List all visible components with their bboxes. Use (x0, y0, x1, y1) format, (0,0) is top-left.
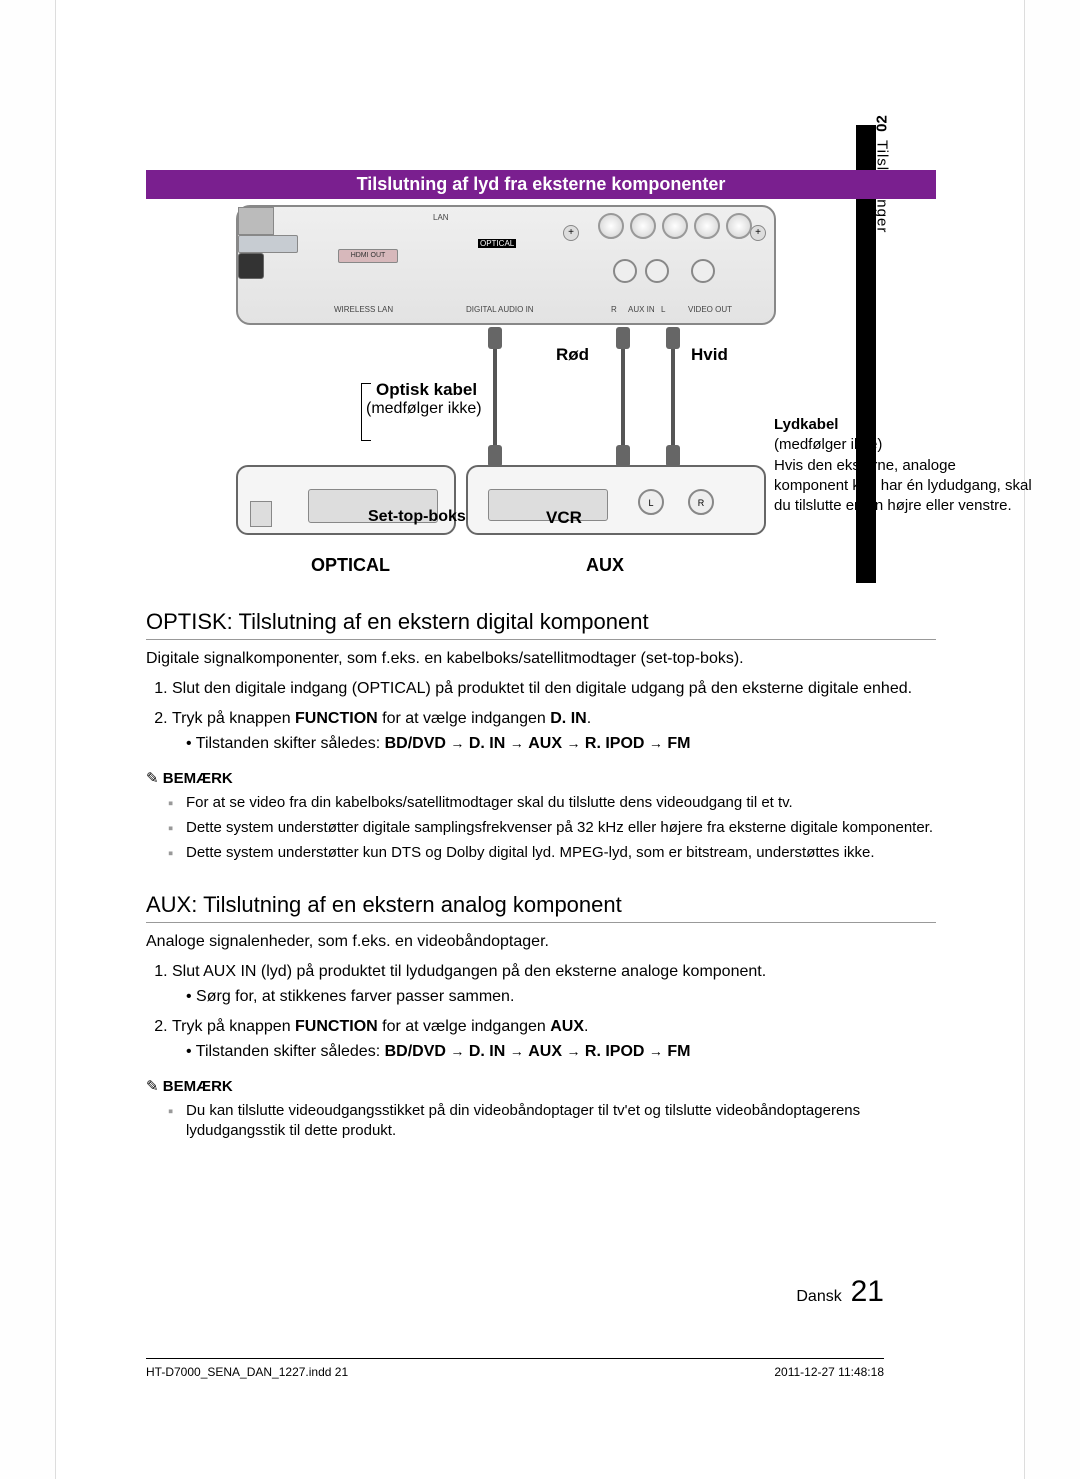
wireless-lan-port (238, 235, 298, 253)
notes-b: Du kan tilslutte videoudgangsstikket på … (168, 1101, 936, 1142)
label-optical-not-included: (medfølger ikke) (366, 400, 482, 418)
note-b1: Du kan tilslutte videoudgangsstikket på … (168, 1101, 936, 1142)
note-a2: Dette system understøtter digitale sampl… (168, 818, 936, 838)
notes-a: For at se video fra din kabelboks/satell… (168, 793, 936, 864)
section-b-lead: Analoge signalenheder, som f.eks. en vid… (146, 933, 936, 951)
label-stb: Set-top-boks (368, 508, 466, 526)
label-audio-cable: Lydkabel (774, 416, 838, 433)
page-number: Dansk 21 (796, 1275, 884, 1309)
section-b-title: AUX: Tilslutning af en ekstern analog ko… (146, 892, 936, 923)
section-b-steps: Slut AUX IN (lyd) på produktet til lydud… (172, 961, 936, 1063)
aux-cable-white (671, 349, 675, 445)
footer-date: 2011-12-27 11:48:18 (774, 1365, 884, 1379)
hdmi-out-port: HDMI OUT (338, 249, 398, 263)
label-aux-big: AUX (586, 555, 624, 576)
label-vcr: VCR (546, 508, 582, 528)
section-banner: Tilslutning af lyd fra eksterne komponen… (146, 170, 936, 199)
section-a-steps: Slut den digitale indgang (OPTICAL) på p… (172, 678, 936, 755)
vcr-rca-r: R (688, 489, 714, 515)
note-a1: For at se video fra din kabelboks/satell… (168, 793, 936, 813)
screw-icon: + (750, 225, 766, 241)
optical-cable (493, 349, 497, 445)
section-a-lead: Digitale signalkomponenter, som f.eks. e… (146, 650, 936, 668)
chapter-number: 02 (874, 110, 891, 138)
manual-page: 02 Tilslutninger Tilslutning af lyd fra … (55, 0, 1025, 1479)
aux-plug-white-top (666, 327, 680, 349)
footer-meta: HT-D7000_SENA_DAN_1227.indd 21 2011-12-2… (146, 1358, 884, 1379)
aux-ports (613, 259, 715, 283)
port-label-digital-audio: DIGITAL AUDIO IN (466, 305, 534, 314)
note-head-a: BEMÆRK (146, 769, 936, 787)
note-head-b: BEMÆRK (146, 1077, 936, 1095)
lan-port (238, 207, 274, 235)
page-content: Tilslutning af lyd fra eksterne komponen… (146, 170, 936, 1146)
step-a2: Tryk på knappen FUNCTION for at vælge in… (172, 708, 936, 755)
connection-diagram: LAN HDMI OUT WIRELESS LAN OPTICAL DIGITA… (146, 205, 936, 595)
port-label-optical: OPTICAL (478, 239, 516, 248)
vcr-box: L R (466, 465, 766, 535)
port-label-video-out: VIDEO OUT (688, 305, 732, 314)
step-b2: Tryk på knappen FUNCTION for at vælge in… (172, 1016, 936, 1063)
aux-plug-red-bottom (616, 445, 630, 467)
step-b2-sub: Tilstanden skifter således: BD/DVD → D. … (186, 1041, 936, 1063)
speaker-terminals (598, 213, 752, 239)
port-label-aux-r: R (611, 305, 617, 314)
audio-cable-note-text: (medfølger ikke) Hvis den eksterne, anal… (774, 436, 1032, 514)
step-a2-sub: Tilstanden skifter således: BD/DVD → D. … (186, 733, 936, 755)
bracket-line (361, 383, 371, 441)
section-a-title: OPTISK: Tilslutning af en ekstern digita… (146, 609, 936, 640)
port-label-wireless: WIRELESS LAN (334, 305, 393, 314)
footer-file: HT-D7000_SENA_DAN_1227.indd 21 (146, 1365, 348, 1379)
label-white: Hvid (691, 345, 728, 365)
port-label-aux-l: L (661, 305, 665, 314)
step-b1-sub: Sørg for, at stikkenes farver passer sam… (186, 986, 936, 1008)
screw-icon: + (563, 225, 579, 241)
audio-cable-note: Lydkabel (medfølger ikke) Hvis den ekste… (774, 415, 1034, 516)
label-optical-big: OPTICAL (311, 555, 390, 576)
step-a1: Slut den digitale indgang (OPTICAL) på p… (172, 678, 936, 700)
optical-plug-bottom (488, 445, 502, 467)
vcr-rca-l: L (638, 489, 664, 515)
aux-plug-red-top (616, 327, 630, 349)
step-b1: Slut AUX IN (lyd) på produktet til lydud… (172, 961, 936, 1008)
port-label-lan: LAN (433, 213, 449, 222)
port-label-aux-in: AUX IN (628, 305, 655, 314)
aux-plug-white-bottom (666, 445, 680, 467)
label-red: Rød (556, 345, 589, 365)
optical-plug-top (488, 327, 502, 349)
stb-optical-port (250, 501, 272, 527)
label-optical-cable: Optisk kabel (376, 380, 477, 400)
aux-cable-red (621, 349, 625, 445)
optical-port (238, 253, 264, 279)
device-rear-panel: LAN HDMI OUT WIRELESS LAN OPTICAL DIGITA… (236, 205, 776, 325)
note-a3: Dette system understøtter kun DTS og Dol… (168, 843, 936, 863)
